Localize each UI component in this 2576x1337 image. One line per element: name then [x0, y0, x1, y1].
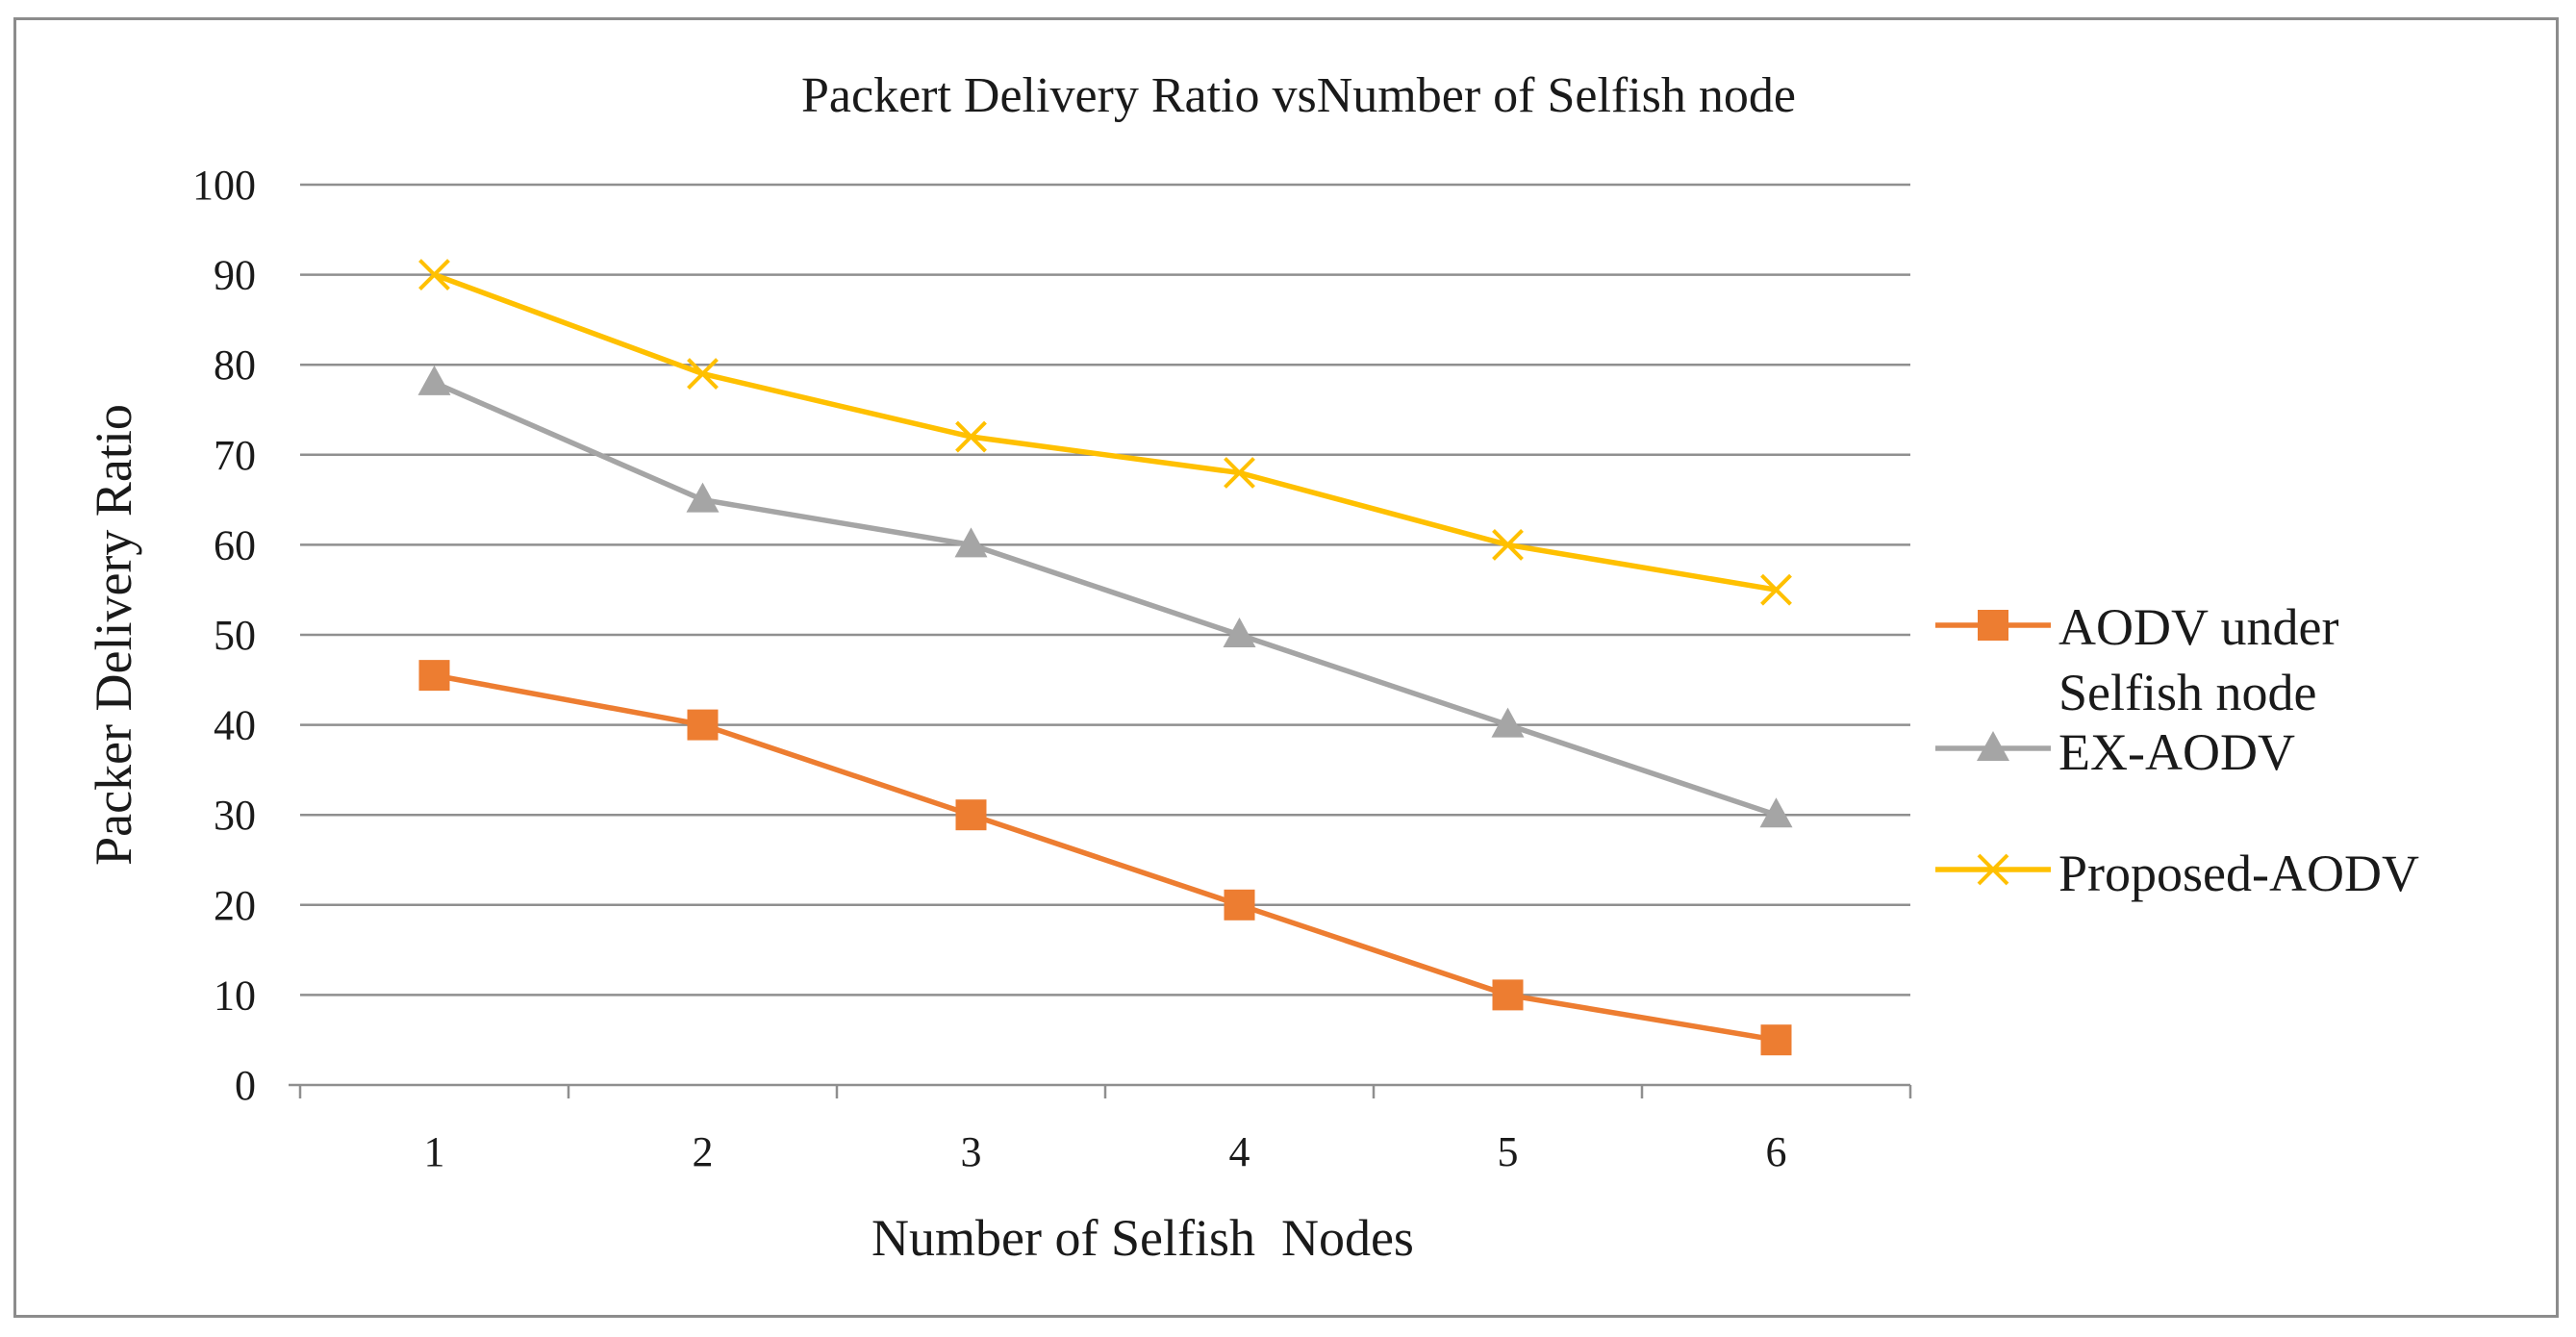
legend-item: EX-AODV — [1935, 723, 2295, 781]
y-tick-label: 60 — [214, 521, 256, 568]
legend-marker — [1977, 731, 2009, 761]
data-point — [955, 420, 987, 453]
data-point — [1492, 979, 1524, 1011]
data-point — [1224, 889, 1255, 921]
data-point — [418, 660, 450, 692]
x-tick-label: 6 — [1766, 1128, 1787, 1175]
y-axis-ticks: 0 10 20 30 40 50 60 70 80 90 100 — [192, 162, 256, 1109]
y-tick-label: 90 — [214, 252, 256, 299]
legend-label: Selfish node — [2058, 664, 2316, 721]
x-tick-label: 2 — [693, 1128, 714, 1175]
y-tick-label: 30 — [214, 792, 256, 839]
x-axis-label: Number of Selfish Nodes — [871, 1209, 1414, 1267]
data-point — [687, 709, 719, 741]
y-tick-label: 80 — [214, 341, 256, 389]
legend-marker — [1977, 853, 2009, 886]
series-line — [431, 271, 1780, 593]
legend-item: Proposed-AODV — [1935, 845, 2419, 902]
x-tick-label: 1 — [424, 1128, 445, 1175]
legend-marker — [1978, 610, 2008, 641]
series-2 — [417, 365, 1793, 828]
legend-label: EX-AODV — [2058, 723, 2295, 781]
y-tick-label: 100 — [192, 162, 256, 209]
legend-label: AODV under — [2058, 598, 2338, 656]
data-point — [417, 365, 451, 395]
y-tick-label: 70 — [214, 432, 256, 479]
data-point — [1760, 1024, 1792, 1056]
y-tick-label: 20 — [214, 882, 256, 929]
legend-label: Proposed-AODV — [2058, 845, 2419, 902]
data-point — [1224, 457, 1255, 489]
data-point — [1759, 797, 1793, 828]
data-point — [687, 358, 719, 390]
y-axis-label: Packer Delivery Ratio — [85, 404, 142, 866]
series-line — [431, 380, 1780, 818]
y-tick-label: 40 — [214, 702, 256, 749]
data-point — [955, 799, 987, 831]
x-axis-ticks: 1 2 3 4 5 6 — [424, 1128, 1787, 1175]
gridlines — [289, 183, 1912, 1098]
data-point — [954, 527, 988, 558]
x-tick-label: 3 — [961, 1128, 982, 1175]
data-point — [686, 482, 720, 513]
data-point — [418, 259, 450, 291]
series-1 — [418, 660, 1792, 1056]
legend-item: AODV under Selfish node — [1935, 598, 2338, 721]
data-point — [1760, 573, 1792, 606]
y-tick-label: 10 — [214, 971, 256, 1019]
chart-title: Packert Delivery Ratio vsNumber of Selfi… — [801, 68, 1796, 123]
data-point — [1491, 707, 1525, 738]
data-point — [1223, 618, 1256, 647]
x-tick-label: 4 — [1229, 1128, 1250, 1175]
series-layer — [417, 259, 1793, 1056]
x-tick-label: 5 — [1498, 1128, 1519, 1175]
y-tick-label: 50 — [214, 612, 256, 659]
series-line — [431, 672, 1780, 1043]
data-point — [1492, 528, 1524, 561]
y-tick-label: 0 — [235, 1062, 256, 1109]
series-3 — [418, 259, 1792, 606]
